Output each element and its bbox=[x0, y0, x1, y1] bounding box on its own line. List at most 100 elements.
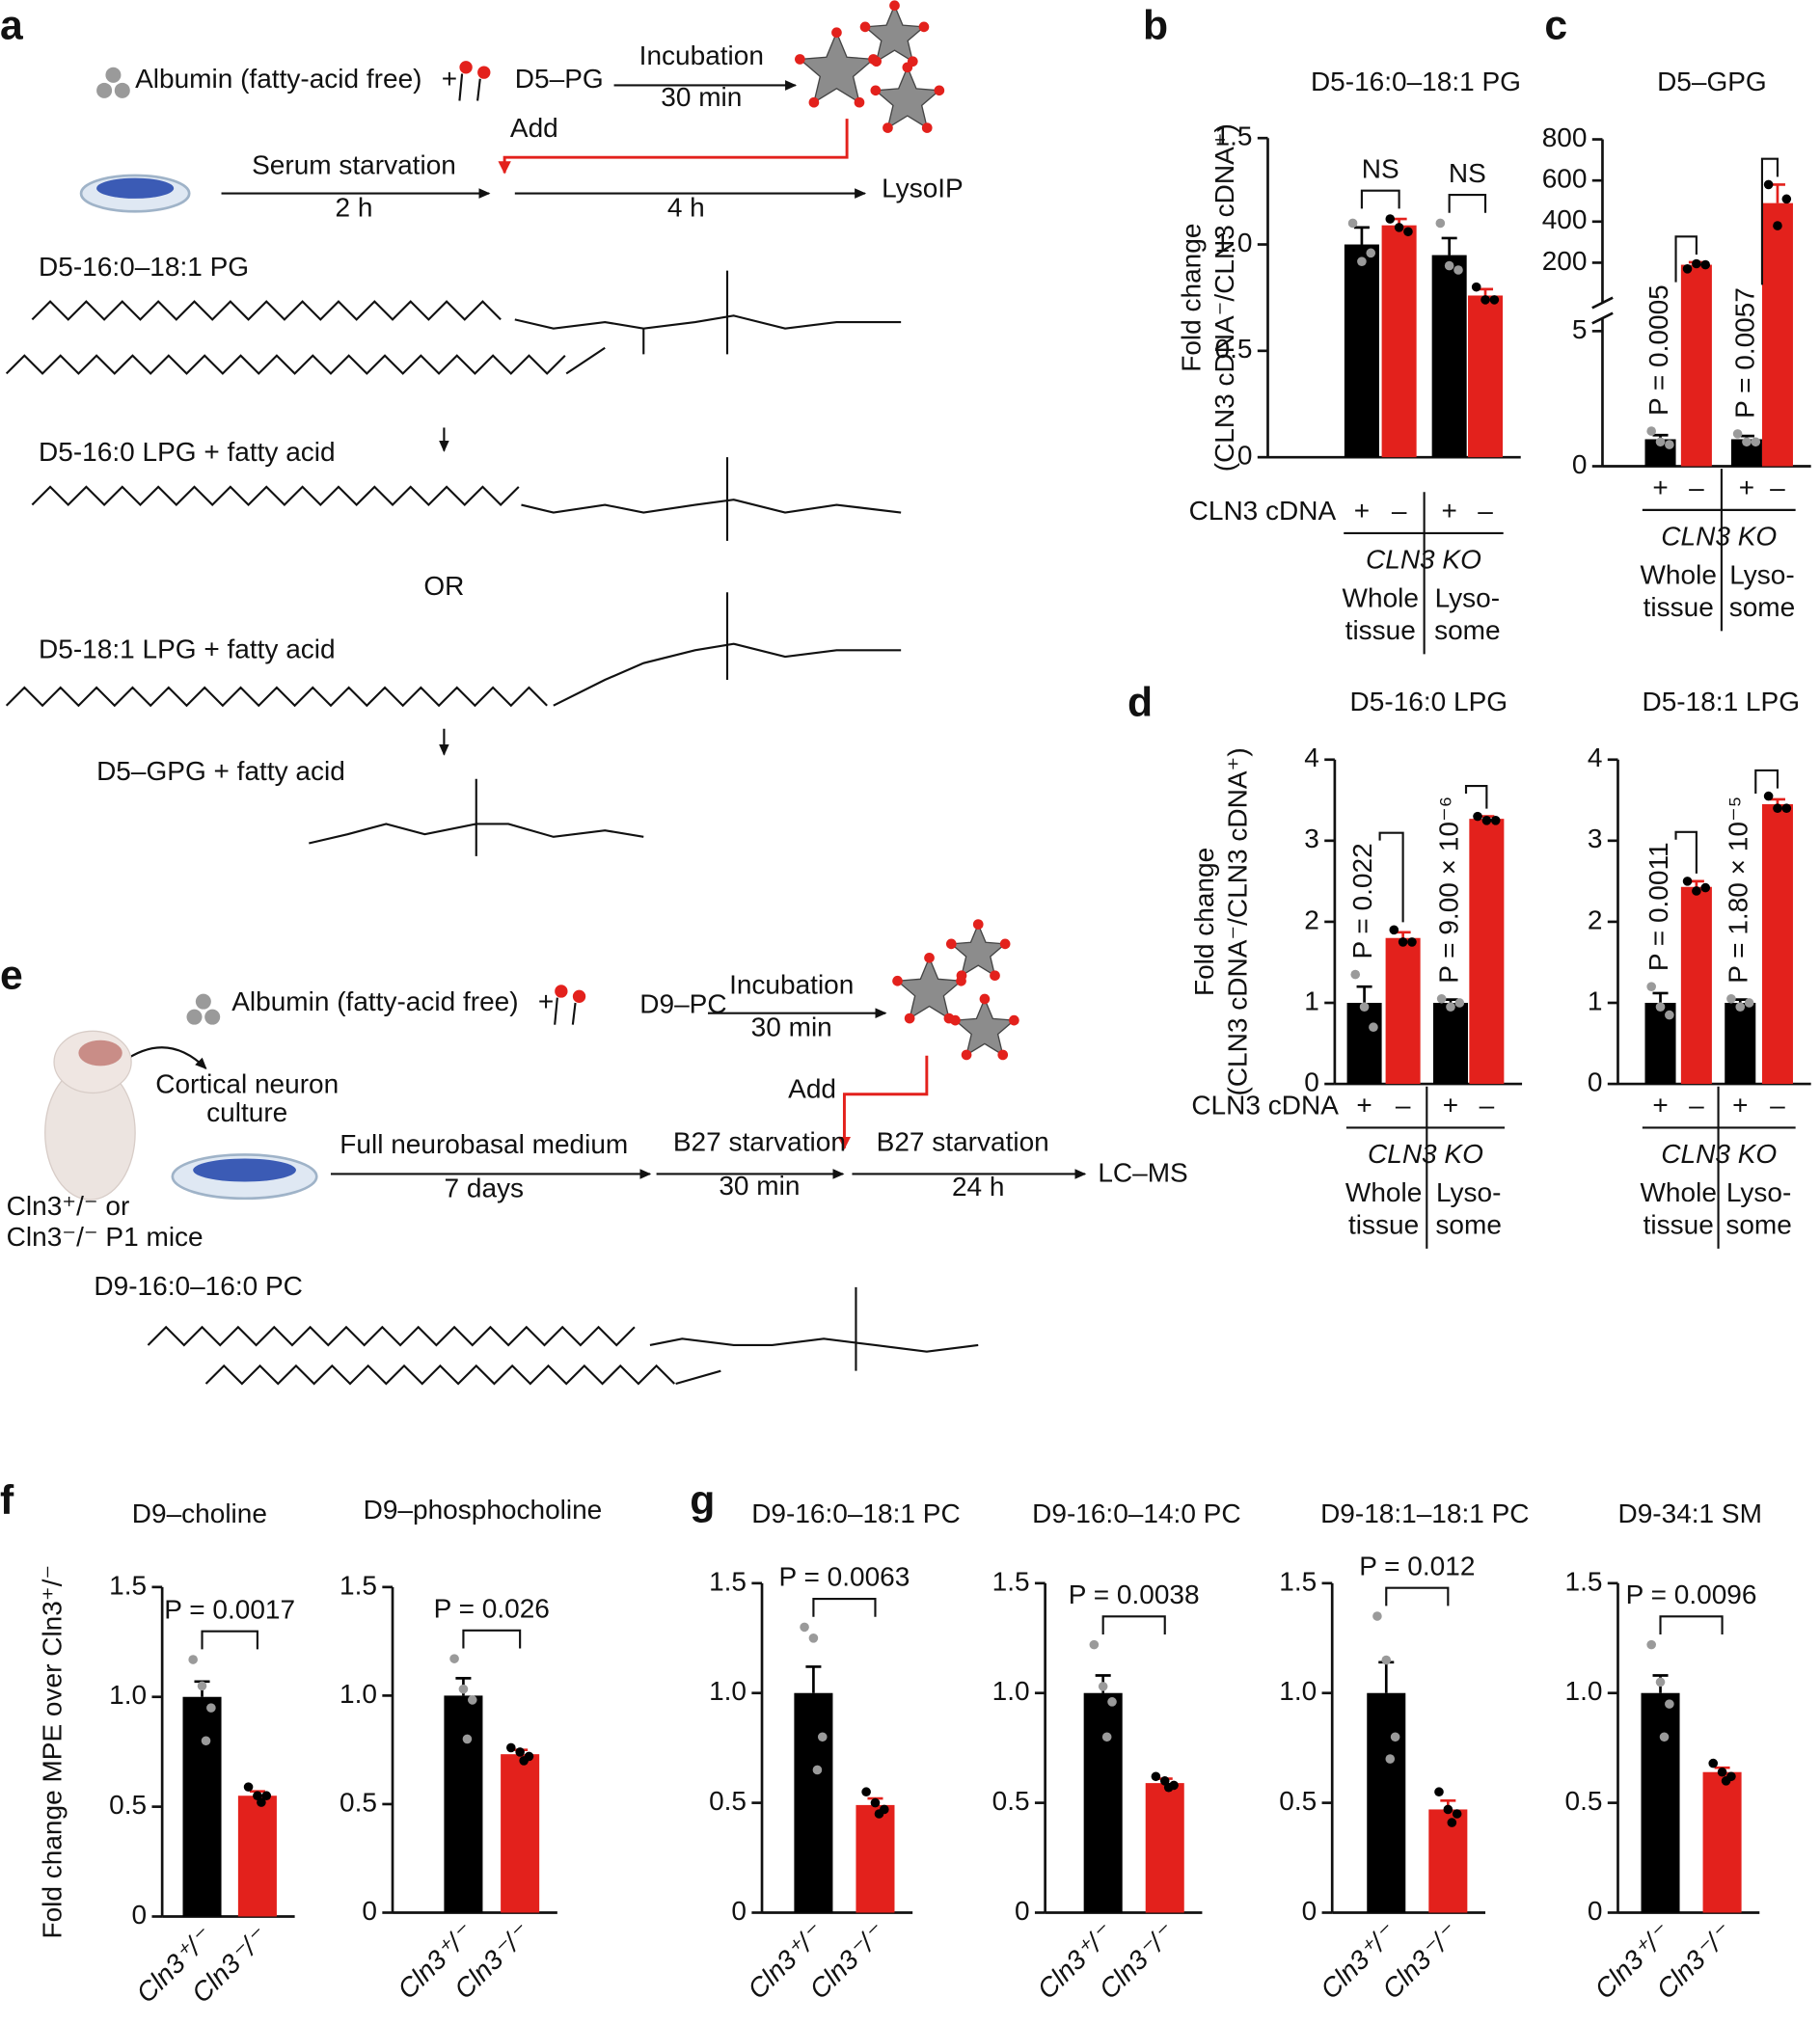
diagram-label: Incubation bbox=[639, 40, 764, 70]
y-tick-label: 0.5 bbox=[1565, 1786, 1603, 1816]
data-point bbox=[188, 1655, 198, 1664]
x-tick-label: – bbox=[1396, 1090, 1411, 1120]
y-tick-label: 0.5 bbox=[109, 1790, 147, 1820]
lipid-head bbox=[854, 96, 865, 108]
diagram-label: Cortical neuron bbox=[155, 1068, 339, 1098]
data-point bbox=[515, 1747, 525, 1757]
data-point bbox=[1655, 437, 1666, 447]
data-point bbox=[1434, 1787, 1444, 1797]
y-tick-label: 1.5 bbox=[109, 1570, 147, 1600]
bracket bbox=[1360, 189, 1400, 209]
data-point bbox=[874, 1809, 884, 1819]
data-point bbox=[1700, 882, 1711, 893]
data-point bbox=[861, 1787, 871, 1797]
data-point bbox=[467, 1695, 477, 1705]
bar bbox=[1641, 1692, 1680, 1913]
p-value: P = 0.0096 bbox=[1626, 1580, 1757, 1609]
x-axis-label: CLN3 cDNA bbox=[1189, 496, 1337, 526]
data-point bbox=[1682, 877, 1693, 886]
data-point bbox=[1446, 1002, 1455, 1012]
x-tick-label: + bbox=[1652, 472, 1668, 502]
albumin bbox=[204, 1009, 221, 1025]
y-tick-label: 1.0 bbox=[1565, 1676, 1603, 1706]
data-point bbox=[1480, 295, 1490, 305]
data-point bbox=[1489, 295, 1500, 305]
lipid-head bbox=[870, 85, 882, 96]
lipid-head bbox=[934, 85, 945, 96]
subgroup-label: Whole bbox=[1640, 560, 1716, 590]
error-bar bbox=[805, 1665, 822, 1693]
lipid-head bbox=[883, 122, 893, 133]
bond bbox=[514, 270, 902, 375]
bar bbox=[1761, 804, 1793, 1085]
lipid-head bbox=[921, 122, 933, 133]
data-point bbox=[1471, 282, 1481, 292]
y-tick-label: 3 bbox=[1304, 824, 1319, 853]
data-point bbox=[1665, 1010, 1674, 1020]
chain bbox=[31, 485, 520, 507]
bar bbox=[1725, 1002, 1756, 1085]
bar bbox=[1083, 1692, 1123, 1913]
panel-label: b bbox=[1143, 2, 1168, 48]
y-tick-label: 0 bbox=[132, 1900, 148, 1930]
y-tick-label: 0 bbox=[1237, 441, 1253, 471]
data-point bbox=[1726, 993, 1736, 1004]
data-point bbox=[1101, 1732, 1112, 1742]
x-tick-label: – bbox=[1478, 496, 1493, 526]
data-point bbox=[1781, 194, 1792, 204]
y-axis-label: Fold change MPE over Cln3⁺/⁻ bbox=[37, 1565, 67, 1939]
data-point bbox=[1781, 803, 1792, 814]
data-point bbox=[1389, 925, 1399, 935]
error-bar bbox=[1652, 991, 1669, 1003]
y-tick-label: 1 bbox=[1304, 986, 1319, 1015]
data-point bbox=[1744, 998, 1754, 1008]
bond bbox=[649, 1286, 979, 1386]
subgroup-label: some bbox=[1435, 1210, 1502, 1240]
p-value: P = 0.012 bbox=[1359, 1551, 1475, 1580]
lipid-head bbox=[477, 66, 491, 79]
data-point bbox=[505, 1742, 516, 1753]
panel-label: d bbox=[1127, 679, 1153, 725]
data-point bbox=[808, 1633, 819, 1643]
data-point bbox=[1646, 1639, 1656, 1650]
y-tick-label: 4 bbox=[1588, 742, 1603, 772]
y-tick-label: 5 bbox=[1572, 314, 1588, 344]
data-point bbox=[1407, 937, 1417, 947]
axis-break bbox=[1591, 311, 1614, 325]
p-value: NS bbox=[1449, 158, 1486, 188]
diagram-label: Add bbox=[510, 113, 558, 143]
albumin bbox=[96, 82, 113, 98]
micelle bbox=[895, 956, 964, 1020]
data-point bbox=[1452, 1809, 1462, 1819]
y-tick-label: 0.5 bbox=[340, 1787, 377, 1817]
bracket bbox=[1754, 769, 1779, 794]
data-point bbox=[1347, 218, 1358, 229]
data-point bbox=[1447, 1818, 1457, 1827]
y-tick-label: 1.0 bbox=[1215, 228, 1253, 257]
lipid-head bbox=[555, 985, 568, 998]
y-tick-label: 0.5 bbox=[1279, 1786, 1317, 1816]
lipid-head bbox=[572, 989, 586, 1003]
error-bar bbox=[1478, 287, 1494, 296]
data-point bbox=[1444, 260, 1454, 271]
bar bbox=[1346, 1002, 1382, 1085]
chart-title: D9-16:0–18:1 PC bbox=[751, 1498, 960, 1528]
y-tick-label: 3 bbox=[1588, 824, 1603, 853]
y-tick-label: 0 bbox=[362, 1896, 377, 1926]
data-point bbox=[1369, 1022, 1378, 1033]
data-point bbox=[812, 1765, 823, 1775]
data-point bbox=[1735, 1002, 1746, 1012]
subgroup-label: some bbox=[1729, 592, 1796, 622]
y-tick-label: 0.5 bbox=[1215, 334, 1253, 364]
diagram-label: D9-16:0–16:0 PC bbox=[94, 1271, 302, 1301]
bar bbox=[1702, 1771, 1742, 1913]
data-point bbox=[800, 1622, 809, 1633]
albumin bbox=[186, 1009, 203, 1025]
panel-label: g bbox=[690, 1477, 715, 1524]
y-tick-label: 400 bbox=[1542, 204, 1588, 234]
micelle bbox=[798, 31, 876, 104]
error-bar bbox=[1769, 797, 1785, 805]
bond bbox=[309, 778, 644, 856]
diagram-shapes bbox=[44, 80, 1087, 1201]
